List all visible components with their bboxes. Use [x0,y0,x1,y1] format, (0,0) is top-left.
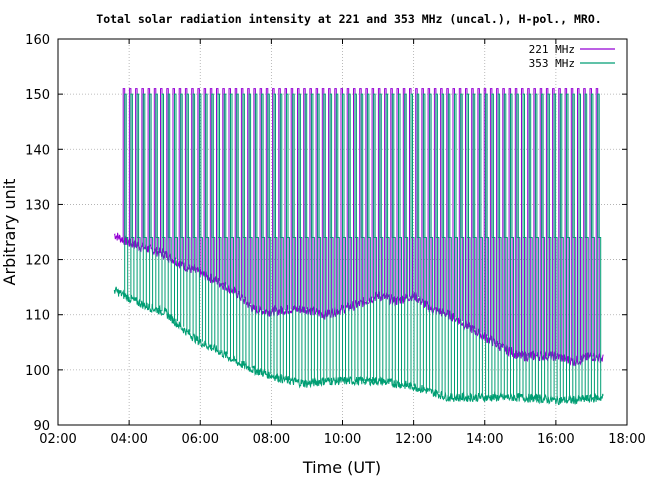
legend-label-221: 221 MHz [529,43,575,56]
x-tick-label: 02:00 [39,432,76,447]
legend-label-353: 353 MHz [529,57,575,70]
x-tick-label: 08:00 [253,432,290,447]
x-tick-label: 18:00 [608,432,645,447]
y-tick-label: 110 [25,309,50,324]
y-tick-label: 140 [25,143,50,158]
y-axis-label: Arbitrary unit [0,179,19,286]
series-line-221-mhz [113,88,604,367]
legend: 221 MHz 353 MHz [529,43,615,70]
y-tick-label: 160 [25,33,50,48]
y-tick-label: 120 [25,254,50,269]
y-tick-label: 90 [33,419,50,434]
x-tick-label: 12:00 [395,432,432,447]
series-line-353-mhz [113,93,604,406]
axis-ticks: 02:00 04:00 06:00 08:00 10:00 12:00 14:00 16:00… [25,33,646,447]
y-tick-label: 100 [25,364,50,379]
x-tick-label: 14:00 [466,432,503,447]
x-tick-label: 16:00 [537,432,574,447]
series-layer [113,88,604,406]
y-tick-label: 130 [25,198,50,213]
chart-title: Total solar radiation intensity at 221 a… [96,12,601,26]
y-tick-label: 150 [25,88,50,103]
x-tick-label: 04:00 [110,432,147,447]
x-axis-label: Time (UT) [302,458,381,477]
x-tick-label: 06:00 [182,432,219,447]
x-tick-label: 10:00 [324,432,361,447]
